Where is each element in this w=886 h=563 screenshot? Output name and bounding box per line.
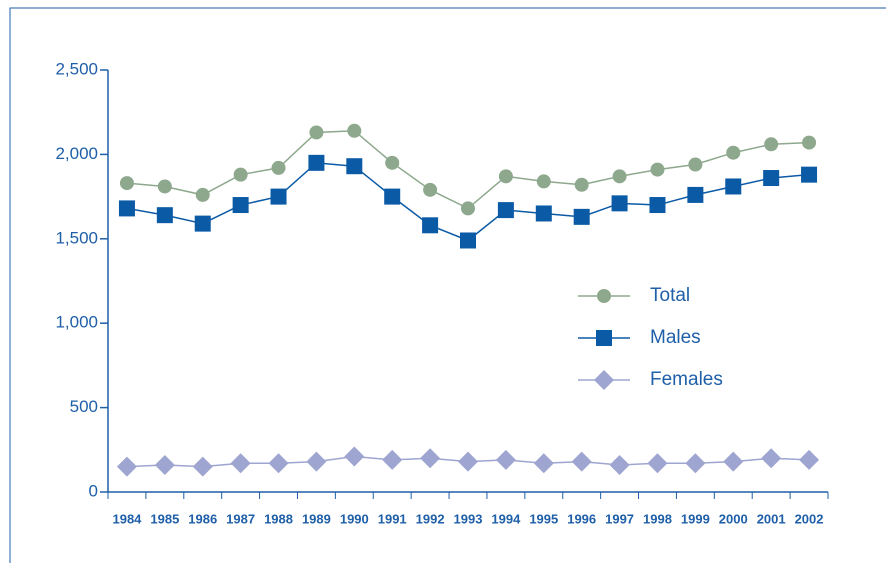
- legend-label: Total: [650, 285, 690, 306]
- x-tick-label: 2002: [795, 511, 824, 526]
- x-tick-label: 1998: [643, 511, 672, 526]
- data-point: [685, 453, 706, 474]
- x-tick-label: 1989: [302, 511, 331, 526]
- data-point: [723, 451, 744, 472]
- data-point: [344, 446, 365, 467]
- data-point: [609, 454, 630, 475]
- x-tick-label: 1990: [340, 511, 369, 526]
- data-point: [423, 182, 438, 197]
- data-point: [725, 178, 742, 195]
- data-point: [495, 449, 516, 470]
- series-line: [126, 130, 810, 210]
- legend-label: Females: [650, 369, 723, 390]
- data-point: [574, 177, 589, 192]
- data-point: [309, 125, 324, 140]
- legend-marker: [596, 330, 612, 346]
- legend-label: Males: [650, 327, 701, 348]
- data-point: [498, 169, 513, 184]
- data-point: [306, 451, 327, 472]
- legend-marker: [594, 370, 614, 390]
- frame: [9, 7, 886, 563]
- data-point: [801, 166, 818, 183]
- data-point: [154, 454, 175, 475]
- y-tick-label: 500: [70, 397, 98, 416]
- data-point: [230, 453, 251, 474]
- data-point: [535, 205, 552, 222]
- data-point: [119, 176, 134, 191]
- data-point: [802, 135, 817, 150]
- data-point: [497, 202, 514, 219]
- data-point: [422, 217, 439, 234]
- data-point: [384, 188, 401, 205]
- data-point: [458, 451, 478, 472]
- data-point: [232, 197, 249, 214]
- data-point: [726, 145, 741, 160]
- data-point: [647, 453, 668, 474]
- data-point: [156, 207, 173, 224]
- x-tick-label: 1984: [112, 511, 142, 526]
- data-point: [763, 170, 780, 187]
- data-point: [650, 162, 665, 177]
- y-tick-label: 1,500: [55, 228, 98, 247]
- y-tick-label: 2,500: [55, 59, 98, 78]
- data-point: [382, 449, 403, 470]
- data-point: [533, 453, 554, 474]
- data-point: [268, 453, 289, 474]
- data-point: [461, 201, 475, 216]
- data-point: [761, 448, 782, 469]
- x-tick-label: 2001: [757, 511, 786, 526]
- data-point: [157, 179, 172, 194]
- x-tick-label: 1985: [150, 511, 179, 526]
- legend-marker: [597, 289, 611, 303]
- data-point: [195, 187, 210, 202]
- x-tick-label: 1987: [226, 511, 255, 526]
- data-point: [649, 197, 666, 214]
- data-point: [233, 167, 248, 182]
- data-point: [192, 456, 213, 477]
- data-point: [116, 456, 137, 477]
- y-tick-label: 2,000: [55, 144, 98, 163]
- x-tick-label: 1994: [491, 511, 521, 526]
- data-point: [346, 158, 363, 175]
- x-tick-label: 1999: [681, 511, 710, 526]
- data-point: [764, 137, 779, 152]
- data-point: [536, 174, 551, 189]
- data-point: [118, 200, 135, 217]
- x-tick-label: 1993: [454, 511, 483, 526]
- x-tick-label: 1986: [188, 511, 217, 526]
- data-point: [611, 195, 628, 212]
- data-point: [308, 154, 325, 171]
- data-point: [687, 186, 704, 203]
- x-tick-label: 1991: [378, 511, 407, 526]
- data-point: [573, 208, 590, 225]
- data-point: [799, 449, 820, 470]
- x-tick-label: 1995: [529, 511, 558, 526]
- x-tick-label: 1988: [264, 511, 293, 526]
- data-point: [270, 188, 287, 205]
- x-tick-label: 1996: [567, 511, 596, 526]
- data-point: [571, 451, 592, 472]
- data-point: [271, 160, 286, 175]
- data-point: [385, 155, 400, 170]
- data-point: [688, 157, 703, 172]
- data-point: [347, 123, 362, 138]
- x-tick-label: 1992: [416, 511, 445, 526]
- data-point: [420, 448, 441, 469]
- data-point: [194, 215, 211, 232]
- x-tick-label: 2000: [719, 511, 748, 526]
- data-point: [460, 232, 476, 249]
- y-tick-label: 1,000: [55, 313, 98, 332]
- x-tick-label: 1997: [605, 511, 634, 526]
- y-tick-label: 0: [89, 481, 98, 500]
- data-point: [612, 169, 627, 184]
